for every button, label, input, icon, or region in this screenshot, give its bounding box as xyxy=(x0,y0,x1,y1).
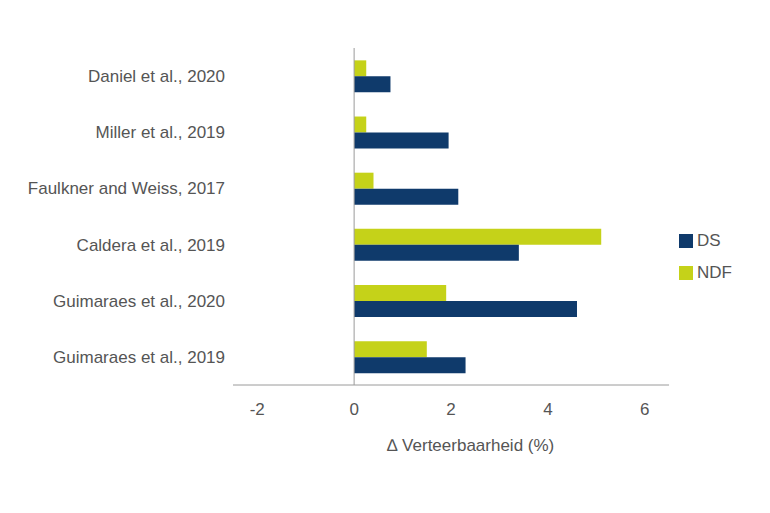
svg-text:4: 4 xyxy=(543,400,552,419)
svg-text:Guimaraes et al., 2019: Guimaraes et al., 2019 xyxy=(53,348,225,367)
svg-text:Daniel et al., 2020: Daniel et al., 2020 xyxy=(88,67,225,86)
svg-text:Caldera et al., 2019: Caldera et al., 2019 xyxy=(77,236,225,255)
html-text:NDF: NDF xyxy=(697,262,732,282)
html-text:DS: DS xyxy=(697,230,721,250)
svg-text:6: 6 xyxy=(640,400,649,419)
svg-text:0: 0 xyxy=(349,400,358,419)
svg-text:Miller et al., 2019: Miller et al., 2019 xyxy=(96,123,225,142)
svg-text:2: 2 xyxy=(446,400,455,419)
svg-text:Faulkner and Weiss, 2017: Faulkner and Weiss, 2017 xyxy=(28,179,225,198)
svg-text:-2: -2 xyxy=(250,400,265,419)
svg-text:Guimaraes et al., 2020: Guimaraes et al., 2020 xyxy=(53,292,225,311)
svg-text:∆ Verteerbaarheid (%): ∆ Verteerbaarheid (%) xyxy=(387,436,554,455)
